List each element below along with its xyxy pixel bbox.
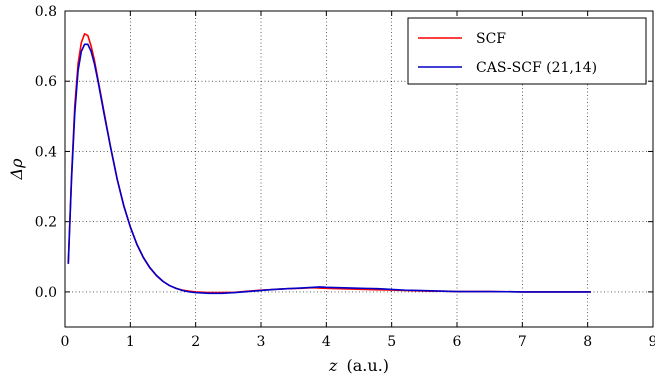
series-lines xyxy=(67,33,591,295)
legend-box xyxy=(407,17,647,85)
y-tick-label: 0.4 xyxy=(35,144,57,160)
x-tick-label: 8 xyxy=(583,334,592,350)
y-tick-label: 0.6 xyxy=(35,74,57,90)
x-tick-label: 2 xyxy=(191,334,200,350)
x-tick-label: 9 xyxy=(649,334,655,350)
x-tick-label: 0 xyxy=(61,334,70,350)
legend-label-scf: SCF xyxy=(476,31,506,47)
x-axis-label: z (a.u.) xyxy=(328,356,389,375)
plot-frame xyxy=(64,10,654,328)
y-axis-label: Δρ xyxy=(7,158,26,181)
x-axis-unit: (a.u.) xyxy=(347,356,390,375)
tick-labels: 0 1 2 3 4 5 6 7 8 9 0.0 0.2 0.4 0.6 0.8 xyxy=(35,4,655,350)
legend-label-cas-scf: CAS-SCF (21,14) xyxy=(476,60,597,76)
x-tick-label: 3 xyxy=(257,334,266,350)
series-line-1 xyxy=(67,43,591,295)
x-tick-label: 4 xyxy=(322,334,331,350)
legend: SCF CAS-SCF (21,14) xyxy=(407,17,647,85)
x-tick-label: 7 xyxy=(518,334,527,350)
y-tick-label: 0.0 xyxy=(35,285,57,301)
y-tick-label: 0.2 xyxy=(35,215,57,231)
y-tick-label: 0.8 xyxy=(35,4,57,20)
x-axis-variable: z xyxy=(328,356,338,375)
x-tick-label: 5 xyxy=(387,334,396,350)
x-tick-label: 6 xyxy=(453,334,462,350)
x-tick-label: 1 xyxy=(126,334,135,350)
